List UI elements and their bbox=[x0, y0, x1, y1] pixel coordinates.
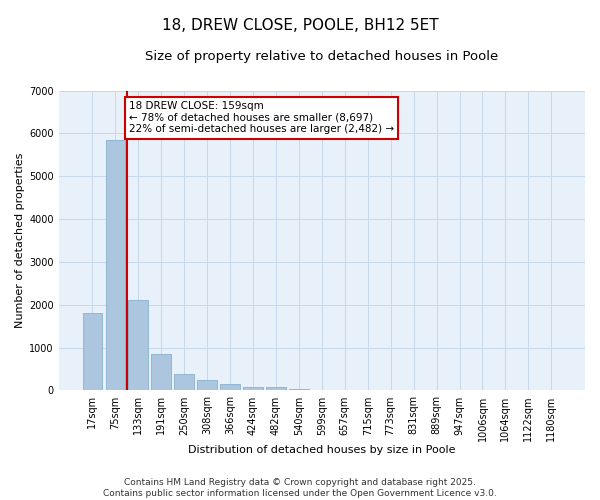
Bar bbox=[151, 354, 171, 391]
Bar bbox=[128, 300, 148, 390]
Bar bbox=[243, 386, 263, 390]
Bar bbox=[197, 380, 217, 390]
Bar bbox=[106, 140, 125, 390]
Bar bbox=[266, 387, 286, 390]
Bar bbox=[175, 374, 194, 390]
Bar bbox=[289, 389, 308, 390]
Title: Size of property relative to detached houses in Poole: Size of property relative to detached ho… bbox=[145, 50, 499, 63]
Y-axis label: Number of detached properties: Number of detached properties bbox=[15, 153, 25, 328]
Text: 18, DREW CLOSE, POOLE, BH12 5ET: 18, DREW CLOSE, POOLE, BH12 5ET bbox=[161, 18, 439, 32]
X-axis label: Distribution of detached houses by size in Poole: Distribution of detached houses by size … bbox=[188, 445, 455, 455]
Bar bbox=[83, 314, 102, 390]
Text: 18 DREW CLOSE: 159sqm
← 78% of detached houses are smaller (8,697)
22% of semi-d: 18 DREW CLOSE: 159sqm ← 78% of detached … bbox=[129, 102, 394, 134]
Bar bbox=[220, 384, 240, 390]
Text: Contains HM Land Registry data © Crown copyright and database right 2025.
Contai: Contains HM Land Registry data © Crown c… bbox=[103, 478, 497, 498]
